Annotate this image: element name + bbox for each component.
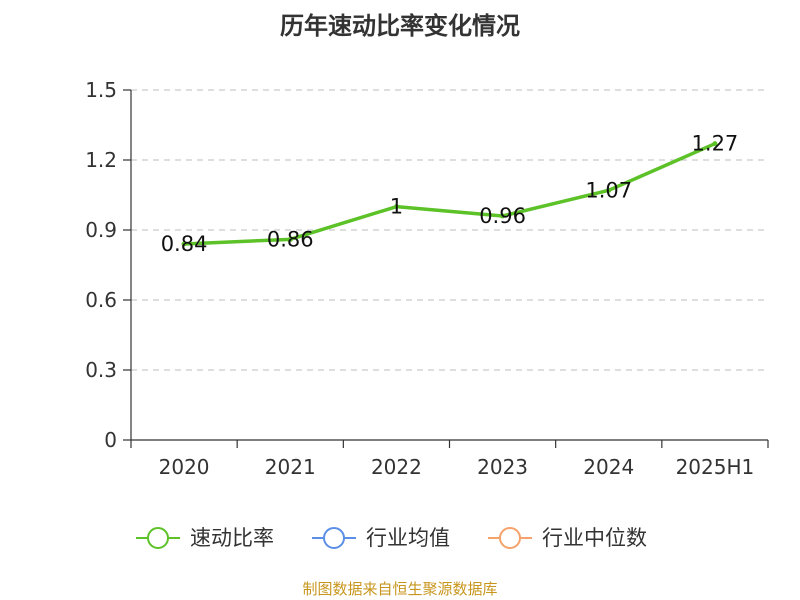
data-label: 0.84: [161, 232, 208, 256]
x-tick-label: 2023: [477, 455, 528, 479]
data-point[interactable]: [606, 187, 612, 193]
legend-label: 速动比率: [190, 526, 274, 550]
data-label: 0.86: [267, 227, 314, 251]
x-tick-label: 2021: [265, 455, 316, 479]
legend-marker-icon: [147, 527, 169, 549]
x-tick-label: 2022: [371, 455, 422, 479]
series-layer: [181, 141, 718, 247]
data-labels: 0.84 0.86 1 0.96 1.07 1.27: [161, 132, 739, 256]
y-axis-ticks: 0 0.3 0.6 0.9 1.2 1.5: [85, 78, 117, 452]
legend-item[interactable]: 速动比率: [136, 526, 274, 550]
y-tick-label: 1.2: [85, 148, 117, 172]
x-tick-label: 2024: [583, 455, 634, 479]
data-point[interactable]: [287, 236, 293, 242]
grid-lines: [131, 89, 768, 371]
y-tick-label: 0.9: [85, 218, 117, 242]
legend-item[interactable]: 行业均值: [312, 526, 450, 550]
y-tick-label: 0: [104, 428, 117, 452]
x-tick-label: 2025H1: [676, 455, 755, 479]
legend-label: 行业中位数: [542, 526, 647, 550]
legend-marker-icon: [323, 527, 345, 549]
axes: [123, 89, 769, 448]
series-line: [182, 141, 717, 246]
x-tick-label: 2020: [159, 455, 210, 479]
legend-item[interactable]: 行业中位数: [488, 526, 647, 550]
chart-title: 历年速动比率变化情况: [280, 12, 520, 40]
legend-marker-icon: [499, 527, 521, 549]
data-point[interactable]: [712, 141, 718, 147]
data-label: 1: [390, 195, 403, 219]
source-note: 制图数据来自恒生聚源数据库: [302, 580, 497, 598]
data-point[interactable]: [181, 241, 187, 247]
x-axis-ticks: 2020 2021 2022 2023 2024 2025H1: [159, 455, 755, 479]
y-tick-label: 0.3: [85, 358, 117, 382]
data-label: 0.96: [479, 204, 526, 228]
legend[interactable]: 速动比率 行业均值 行业中位数: [136, 526, 647, 550]
data-point[interactable]: [393, 204, 399, 210]
legend-label: 行业均值: [366, 526, 450, 550]
y-tick-label: 1.5: [85, 78, 117, 102]
y-tick-label: 0.6: [85, 288, 117, 312]
data-point[interactable]: [500, 213, 506, 219]
data-label: 1.27: [692, 132, 739, 156]
data-label: 1.07: [585, 178, 632, 202]
